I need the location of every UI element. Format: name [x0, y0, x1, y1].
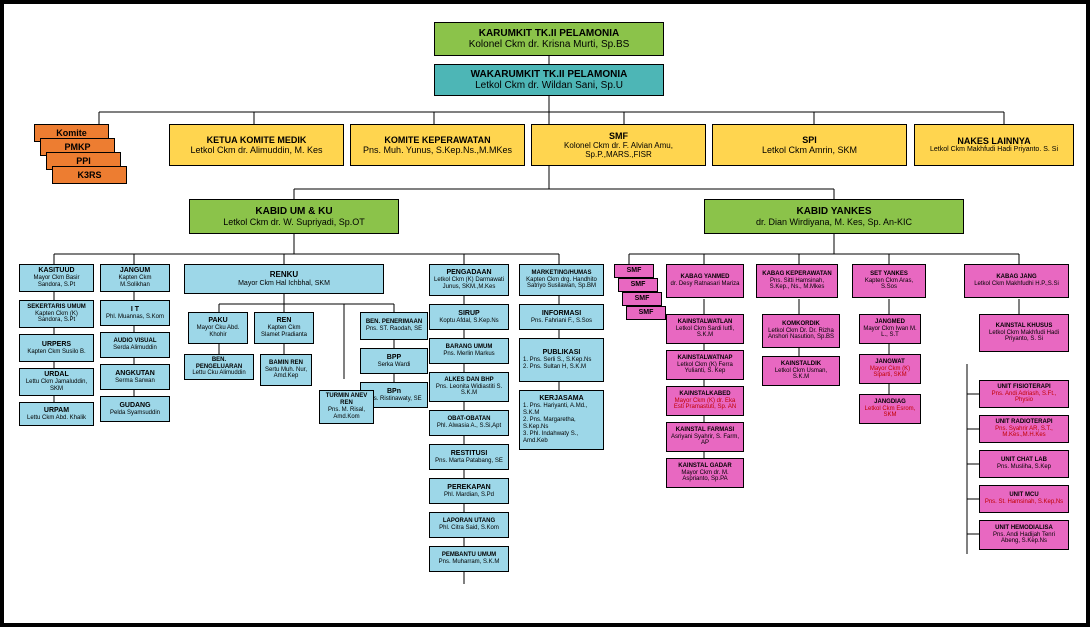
- komkordik: KOMKORDIKLetkol Ckm Dr. Dr. Rizha Anshor…: [762, 314, 840, 348]
- unit-chat-lab: UNIT CHAT LABPns. Musliha, S.Kep: [979, 450, 1069, 478]
- komite-box-3: K3RS: [52, 166, 127, 184]
- pengadaan: PENGADAANLetkol Ckm (K) Darmawati Junus,…: [429, 264, 509, 296]
- sirup: SIRUPKoptu Afdal, S.Kep.Ns: [429, 304, 509, 330]
- barang-umum: BARANG UMUMPns. Merlin Markus: [429, 338, 509, 364]
- laporan-utang: LAPORAN UTANGPhl. Citra Said, S.Kom: [429, 512, 509, 538]
- smf-box: SMF Kolonel Ckm dr. F. Alvian Amu, Sp.P.…: [531, 124, 706, 166]
- unit-radioterapi: UNIT RADIOTERAPIPns. Syahrir AR, S.T., M…: [979, 415, 1069, 443]
- kabag-jang: KABAG JANGLetkol Ckm Makhfudhi H.P.,S.Si: [964, 264, 1069, 298]
- yankes-smf-1: SMF: [618, 278, 658, 292]
- jangdiag: JANGDIAGLetkol Ckm Esrom, SKM: [859, 394, 921, 424]
- set-yankes: SET YANKESKapten Ckm Aras, S.Sos: [852, 264, 926, 298]
- ren: RENKapten Ckm Slamet Pradianta: [254, 312, 314, 344]
- kabag-keperawatan: KABAG KEPERAWATANPns. Sitti Hamsinah, S.…: [756, 264, 838, 298]
- paku: PAKUMayor Cku Abd. Khohir: [188, 312, 248, 344]
- kainstal-gadar: KAINSTAL GADARMayor Ckm dr. M. Asprianto…: [666, 458, 744, 488]
- jangum: JANGUMKapten Ckm M.Solikhan: [100, 264, 170, 292]
- sekretaris-umum: SEKERTARIS UMUMKapten Ckm (K) Sandora, S…: [19, 300, 94, 328]
- audio-visual: AUDIO VISUALSerda Alimuddin: [100, 332, 170, 358]
- ben-pengeluaran: BEN. PENGELUARANLettu Cku Alimuddin: [184, 354, 254, 380]
- bpp: BPPSerka Wardi: [360, 348, 428, 374]
- kabag-yanmed: KABAG YANMEDdr. Desy Ratnasari Mariza: [666, 264, 744, 298]
- ben-penerimaan: BEN. PENERIMAANPns. ST. Raodah, SE: [360, 312, 428, 340]
- wakarumkit-title: WAKARUMKIT TK.II PELAMONIA: [438, 69, 660, 81]
- nakes-lainnya: NAKES LAINNYA Letkol Ckm Makhfudi Hadi P…: [914, 124, 1074, 166]
- restitusi: RESTITUSIPns. Marta Patabang, SE: [429, 444, 509, 470]
- gudang: GUDANGPelda Syamsuddin: [100, 396, 170, 422]
- alkes-bhp: ALKES DAN BHPPns. Leonita Widiastiti S. …: [429, 372, 509, 402]
- wakarumkit-sub: Letkol Ckm dr. Wildan Sani, Sp.U: [438, 80, 660, 92]
- kabid-yankes: KABID YANKES dr. Dian Wirdiyana, M. Kes,…: [704, 199, 964, 234]
- unit-mcu: UNIT MCUPns. St. Hamsinah, S.Kep,Ns: [979, 485, 1069, 513]
- obat-obatan: OBAT-OBATANPhl. Alwasia A., S.Si,Apt: [429, 410, 509, 436]
- karumkit-title: KARUMKIT TK.II PELAMONIA: [438, 28, 660, 40]
- urdal: URDALLettu Ckm Jamaluddin, SKM: [19, 368, 94, 396]
- perekapan: PEREKAPANPhl. Mardian, S.Pd: [429, 478, 509, 504]
- kainstalkabed: KAINSTALKABEDMayor Ckm (K) dr. Eka Esti …: [666, 386, 744, 416]
- jangwat: JANGWATMayor Ckm (K) Siparti, SKM: [859, 354, 921, 384]
- kainstaldik: KAINSTALDIKLetkol Ckm Usman, S.K.M: [762, 356, 840, 386]
- komite-keperawatan: KOMITE KEPERAWATAN Pns. Muh. Yunus, S.Ke…: [350, 124, 525, 166]
- kerjasama: KERJASAMA1. Pns. Hariyanti, A.Md., S.K.M…: [519, 390, 604, 450]
- unit-fisioterapi: UNIT FISIOTERAPIPns. Andi Adriash, S.Ft.…: [979, 380, 1069, 408]
- yankes-smf-2: SMF: [622, 292, 662, 306]
- angkutan: ANGKUTANSerma Sarwan: [100, 364, 170, 390]
- urpam: URPAMLettu Ckm Abd. Khalik: [19, 402, 94, 426]
- yankes-smf-3: SMF: [626, 306, 666, 320]
- publikasi: PUBLIKASI1. Pns. Serli S., S.Kep.Ns 2. P…: [519, 338, 604, 382]
- kabid-um-ku: KABID UM & KU Letkol Ckm dr. W. Supriyad…: [189, 199, 399, 234]
- it: I TPhl. Muannas, S.Kom: [100, 300, 170, 326]
- yankes-smf-0: SMF: [614, 264, 654, 278]
- org-chart-frame: KARUMKIT TK.II PELAMONIA Kolonel Ckm dr.…: [0, 0, 1090, 627]
- urpers: URPERSKapten Ckm Susilo B.: [19, 334, 94, 362]
- kainstal-khusus: KAINSTAL KHUSUSLetkol Ckm Makhfudi Hadi …: [979, 314, 1069, 352]
- unit-hemodialisa: UNIT HEMODIALISAPns. Andi Hadijah Tenri …: [979, 520, 1069, 550]
- pembantu-umum: PEMBANTU UMUMPns. Muharram, S.K.M: [429, 546, 509, 572]
- renku: RENKUMayor Ckm Hal Ichbhal, SKM: [184, 264, 384, 294]
- karumkit-box: KARUMKIT TK.II PELAMONIA Kolonel Ckm dr.…: [434, 22, 664, 56]
- kasituud: KASITUUDMayor Ckm Basir Sandora, S.Pt: [19, 264, 94, 292]
- kainstal-farmasi: KAINSTAL FARMASIAsriyani Syahrir, S. Far…: [666, 422, 744, 452]
- karumkit-sub: Kolonel Ckm dr. Krisna Murti, Sp.BS: [438, 39, 660, 51]
- kainstalwatnap: KAINSTALWATNAPLetkol Ckm (K) Ferra Yulia…: [666, 350, 744, 380]
- wakarumkit-box: WAKARUMKIT TK.II PELAMONIA Letkol Ckm dr…: [434, 64, 664, 96]
- marketing-humas: MARKETING/HUMASKapten Ckm drg. Handhito …: [519, 264, 604, 296]
- bamin-ren: BAMIN RENSertu Muh. Nur, Amd.Kep: [260, 354, 312, 386]
- jangmed: JANGMEDMayor Ckm Iwan M. L., S.T: [859, 314, 921, 344]
- spi-box: SPI Letkol Ckm Amrin, SKM: [712, 124, 907, 166]
- kainstalwatlan: KAINSTALWATLANLetkol Ckm Sardi lutfi, S.…: [666, 314, 744, 344]
- turmin-anev-ren: TURMIN ANEV RENPns. M. Risal, Amd.Kom: [319, 390, 374, 424]
- informasi: INFORMASIPns. Fahriani F., S.Sos: [519, 304, 604, 330]
- ketua-komite-medik: KETUA KOMITE MEDIK Letkol Ckm dr. Alimud…: [169, 124, 344, 166]
